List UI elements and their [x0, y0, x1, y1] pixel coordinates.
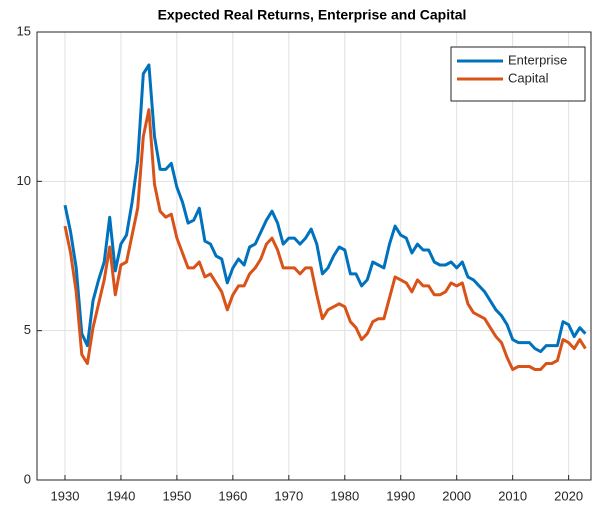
x-tick-label: 1990	[386, 488, 415, 503]
y-tick-label: 10	[17, 173, 31, 188]
x-tick-label: 1980	[330, 488, 359, 503]
chart-title: Expected Real Returns, Enterprise and Ca…	[158, 7, 467, 23]
x-tick-label: 1960	[218, 488, 247, 503]
x-tick-label: 2000	[442, 488, 471, 503]
y-tick-label: 5	[24, 322, 31, 337]
series-line	[63, 63, 587, 354]
y-tick-label: 15	[17, 23, 31, 38]
x-tick-label: 1950	[162, 488, 191, 503]
plot-area	[37, 32, 591, 480]
y-tick-label: 0	[24, 471, 31, 486]
x-tick-label: 2020	[554, 488, 583, 503]
x-tick-label: 1930	[51, 488, 80, 503]
x-tick-label: 1970	[274, 488, 303, 503]
legend-label: Capital	[508, 70, 549, 85]
series-line	[63, 108, 587, 371]
legend-label: Enterprise	[508, 52, 567, 67]
x-tick-label: 2010	[498, 488, 527, 503]
axes-box	[36, 31, 592, 481]
legend-box	[450, 46, 586, 102]
x-tick-label: 1940	[106, 488, 135, 503]
